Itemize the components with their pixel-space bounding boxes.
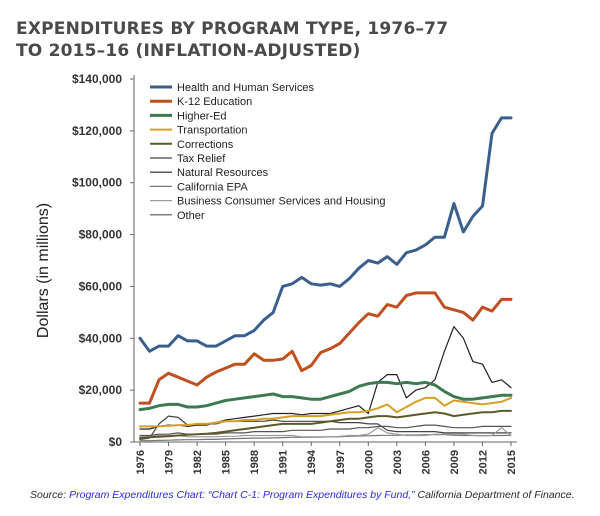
- y-tick-label: $140,000: [72, 72, 122, 86]
- chart-title-line-1: EXPENDITURES BY PROGRAM TYPE, 1976–77: [16, 19, 449, 39]
- x-tick-label: 1976: [135, 450, 147, 474]
- x-tick-label: 2015: [506, 450, 518, 474]
- source-note: Source: Program Expenditures Chart: “Cha…: [30, 488, 590, 502]
- series-line-california-epa: [139, 434, 512, 442]
- series-line-business-consumer-services-and-housing: [139, 427, 512, 438]
- x-tick-label: 1988: [249, 450, 261, 474]
- x-tick-label: 2006: [420, 450, 432, 474]
- x-tick-label: 1979: [164, 450, 176, 474]
- legend-label: California EPA: [177, 181, 248, 193]
- source-label: Source:: [30, 489, 67, 501]
- legend-label: Business Consumer Services and Housing: [177, 196, 386, 208]
- series-line-health-and-human-services: [138, 116, 513, 353]
- series-line-k-12-education: [138, 291, 513, 405]
- legend-label: Transportation: [177, 125, 248, 137]
- x-tick-label: 2000: [363, 450, 375, 474]
- x-tick-label: 1985: [221, 450, 233, 474]
- y-tick-label: $120,000: [72, 124, 122, 138]
- legend-label: K-12 Education: [177, 96, 252, 108]
- legend-label: Higher-Ed: [177, 110, 227, 122]
- x-tick-label: 1994: [306, 449, 318, 474]
- series-line-higher-ed: [138, 380, 513, 412]
- legend-label: Tax Relief: [177, 153, 226, 165]
- series-line-natural-resources: [139, 326, 512, 430]
- legend-label: Other: [177, 210, 205, 222]
- x-tick-label: 2003: [392, 450, 404, 474]
- chart-area: $0 $20,000 $40,000 $60,000 $80,000 $100,000 $1…: [35, 72, 518, 474]
- y-tick-label: $40,000: [79, 331, 123, 345]
- series-line-corrections: [139, 409, 512, 440]
- y-tick-label: $100,000: [72, 176, 122, 190]
- legend-label: Natural Resources: [177, 167, 269, 179]
- series-line-transportation: [139, 396, 512, 428]
- legend-label: Health and Human Services: [177, 82, 314, 94]
- x-tick-label: 1991: [278, 450, 290, 474]
- y-tick-label: $80,000: [79, 228, 123, 242]
- y-tick-label: $20,000: [79, 383, 123, 397]
- legend-label: Corrections: [177, 139, 234, 151]
- y-tick-label: $0: [109, 435, 123, 449]
- chart-title: EXPENDITURES BY PROGRAM TYPE, 1976–77 TO…: [16, 18, 576, 62]
- chart-title-line-2: TO 2015–16 (INFLATION-ADJUSTED): [16, 41, 361, 61]
- y-axis-title: Dollars (in millions): [35, 203, 52, 338]
- x-tick-label: 2012: [477, 450, 489, 474]
- source-link[interactable]: Program Expenditures Chart: “Chart C-1: …: [69, 489, 415, 501]
- x-tick-label: 1982: [192, 450, 204, 474]
- y-tick-label: $60,000: [79, 279, 123, 293]
- x-tick-label: 1997: [335, 450, 347, 474]
- source-rest: California Department of Finance.: [414, 489, 575, 501]
- x-tick-label: 2009: [449, 450, 461, 474]
